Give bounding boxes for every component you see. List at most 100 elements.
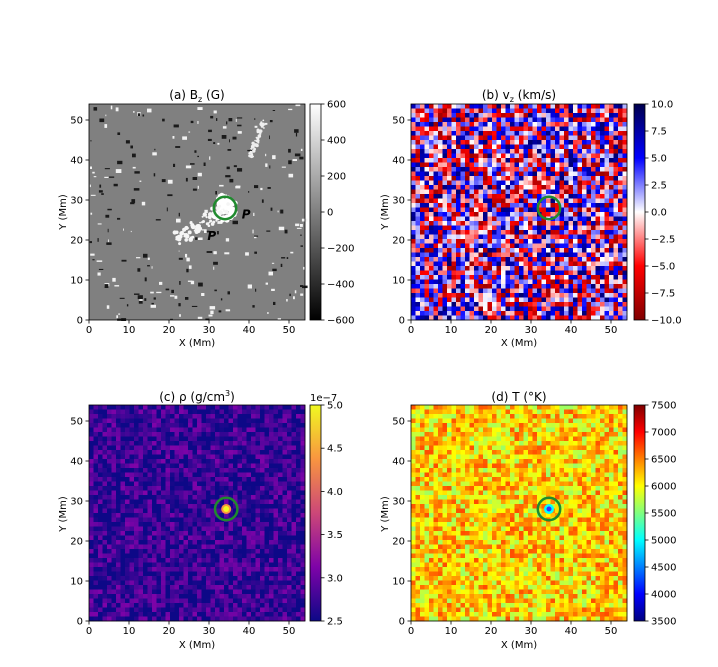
heatmap-cell: [528, 198, 533, 204]
heatmap-cell: [555, 261, 560, 267]
heatmap-cell: [224, 553, 229, 559]
heatmap-cell: [433, 234, 439, 240]
heatmap-cell: [501, 131, 506, 136]
flux-patch: [117, 160, 123, 165]
heatmap-cell: [179, 414, 184, 419]
heatmap-cell: [469, 225, 475, 231]
heatmap-cell: [251, 594, 256, 599]
heatmap-cell: [573, 288, 578, 294]
heatmap-cell: [264, 594, 270, 599]
heatmap-cell: [183, 508, 189, 514]
heatmap-cell: [93, 603, 99, 608]
heatmap-cell: [456, 167, 461, 172]
flux-patch: [257, 136, 260, 140]
heatmap-cell: [255, 580, 261, 586]
heatmap-cell: [246, 463, 252, 469]
heatmap-cell: [89, 450, 94, 455]
heatmap-cell: [424, 113, 430, 118]
heatmap-cell: [206, 504, 211, 509]
heatmap-cell: [251, 468, 256, 473]
heatmap-cell: [125, 612, 130, 617]
flux-patch: [113, 183, 118, 187]
heatmap-cell: [528, 239, 533, 244]
heatmap-cell: [550, 297, 556, 303]
heatmap-cell: [564, 216, 569, 222]
heatmap-cell: [555, 239, 560, 244]
heatmap-cell: [528, 108, 533, 114]
heatmap-cell: [197, 603, 202, 608]
heatmap-cell: [424, 270, 430, 276]
heatmap-cell: [201, 513, 207, 518]
heatmap-cell: [595, 234, 601, 240]
heatmap-cell: [260, 558, 265, 563]
heatmap-cell: [219, 522, 225, 527]
heatmap-cell: [451, 108, 457, 114]
heatmap-cell: [541, 279, 547, 285]
heatmap-cell: [107, 405, 112, 410]
heatmap-cell: [487, 140, 493, 145]
heatmap-cell: [174, 513, 180, 518]
heatmap-cell: [460, 113, 466, 118]
heatmap-cell: [210, 445, 216, 451]
heatmap-cell: [224, 580, 229, 586]
heatmap-cell: [613, 158, 619, 163]
heatmap-cell: [210, 517, 216, 523]
heatmap-cell: [219, 441, 225, 446]
heatmap-cell: [478, 203, 484, 208]
heatmap-cell: [600, 158, 605, 163]
heatmap-cell: [483, 126, 488, 132]
heatmap-cell: [600, 198, 605, 204]
heatmap-cell: [604, 234, 610, 240]
heatmap-cell: [156, 522, 162, 527]
heatmap-cell: [505, 243, 511, 249]
heatmap-cell: [510, 293, 515, 298]
heatmap-cell: [102, 423, 108, 428]
heatmap-cell: [120, 549, 126, 554]
heatmap-cell: [577, 252, 583, 258]
heatmap-cell: [496, 248, 502, 253]
heatmap-cell: [510, 248, 515, 253]
heatmap-cell: [537, 293, 542, 298]
heatmap-cell: [192, 571, 198, 577]
heatmap-cell: [415, 171, 421, 177]
y-tick-label: 10: [70, 276, 83, 287]
heatmap-cell: [559, 279, 565, 285]
flux-patch: [112, 277, 116, 282]
heatmap-cell: [125, 603, 130, 608]
heatmap-cell: [600, 176, 605, 181]
heatmap-cell: [573, 104, 578, 109]
heatmap-cell: [433, 225, 439, 231]
heatmap-cell: [89, 472, 94, 478]
heatmap-cell: [206, 549, 211, 554]
heatmap-cell: [129, 508, 135, 514]
heatmap-cell: [143, 531, 148, 536]
heatmap-cell: [496, 189, 502, 195]
heatmap-cell: [595, 239, 601, 244]
heatmap-cell: [564, 104, 569, 109]
heatmap-cell: [618, 261, 623, 267]
heatmap-cell: [613, 279, 619, 285]
heatmap-cell: [415, 302, 421, 307]
heatmap-cell: [532, 279, 538, 285]
heatmap-cell: [591, 252, 596, 258]
heatmap-cell: [492, 221, 497, 226]
flux-patch: [213, 110, 217, 114]
heatmap-cell: [165, 540, 171, 545]
heatmap-cell: [102, 535, 108, 541]
heatmap-cell: [456, 207, 461, 213]
heatmap-cell: [460, 207, 466, 213]
heatmap-cell: [550, 171, 556, 177]
flux-patch: [295, 223, 300, 227]
heatmap-cell: [483, 234, 488, 240]
heatmap-cell: [523, 311, 529, 316]
heatmap-cell: [174, 423, 180, 428]
flux-patch: [182, 227, 187, 232]
heatmap-cell: [559, 288, 565, 294]
heatmap-cell: [264, 436, 270, 442]
heatmap-cell: [188, 441, 193, 446]
heatmap-cell: [251, 495, 256, 500]
heatmap-cell: [161, 414, 166, 419]
heatmap-cell: [411, 113, 416, 118]
heatmap-cell: [568, 158, 574, 163]
heatmap-cell: [179, 409, 184, 415]
